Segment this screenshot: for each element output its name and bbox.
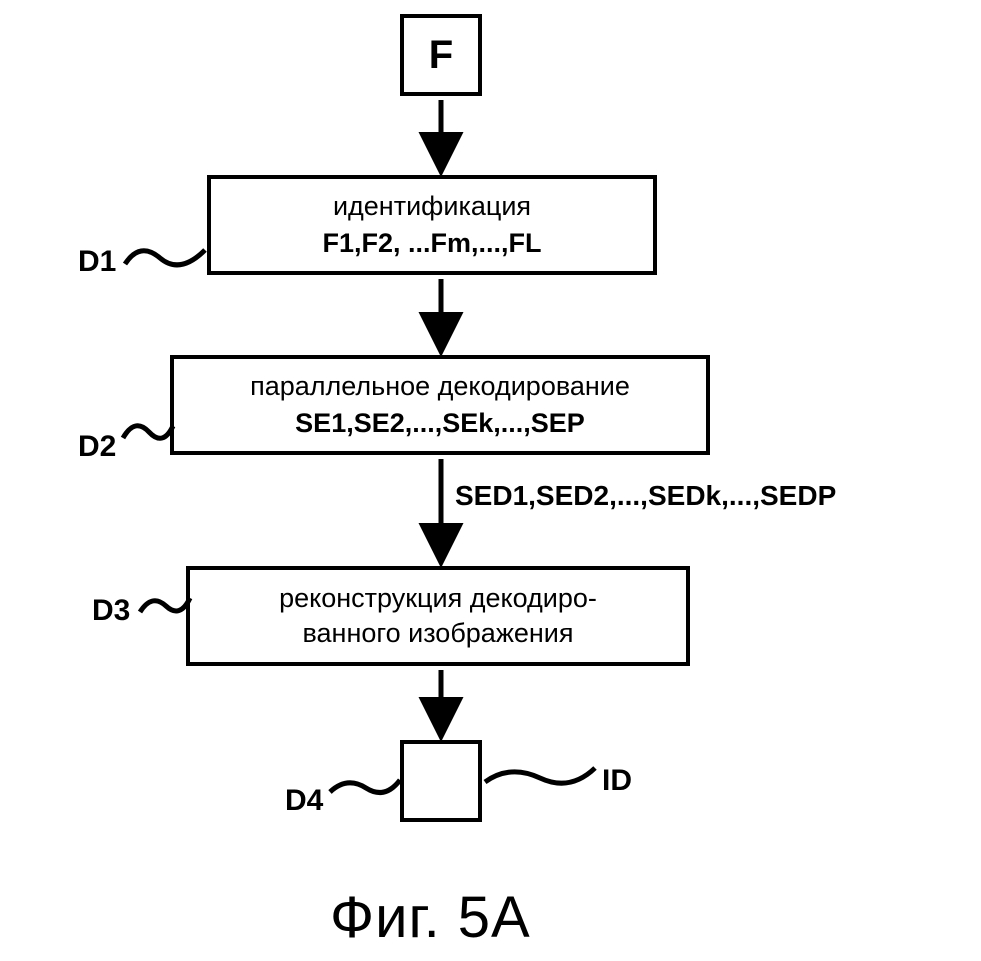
figure-caption: Фиг. 5A	[330, 884, 531, 951]
arrow-d3-d4	[0, 0, 981, 961]
label-d4: D4	[285, 784, 323, 818]
label-id: ID	[602, 764, 632, 798]
flowchart-container: F идентификация F1,F2, ...Fm,...,FL D1 п…	[0, 0, 981, 961]
node-d4	[400, 740, 482, 822]
id-squiggle	[485, 766, 595, 790]
d4-squiggle	[330, 778, 400, 800]
